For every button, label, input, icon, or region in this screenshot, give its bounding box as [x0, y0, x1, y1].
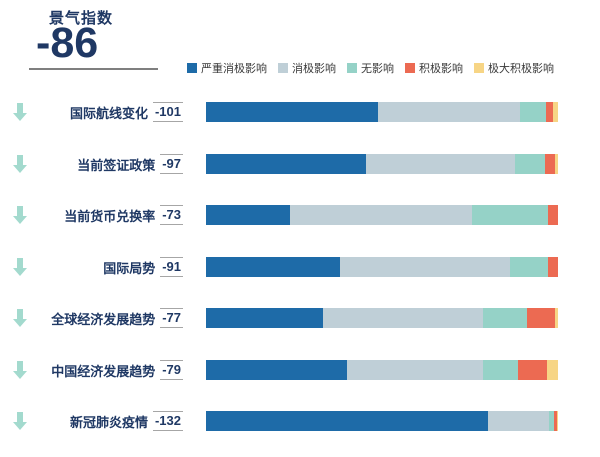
- row-label: 当前货币兑换率: [64, 208, 156, 224]
- bar-segment-2: [519, 102, 547, 122]
- legend-label: 无影响: [361, 63, 394, 75]
- row-label: 全球经济发展趋势: [51, 311, 156, 327]
- bar-segment-1: [366, 154, 516, 174]
- row-score: -132: [152, 411, 183, 431]
- legend-swatch-positive: [405, 63, 415, 73]
- chart-row: 新冠肺炎疫情 -132: [0, 411, 600, 431]
- bar-segment-0: [206, 205, 291, 225]
- stacked-bar: [206, 360, 558, 380]
- header-divider: [29, 68, 158, 70]
- down-arrow-icon: [13, 309, 27, 327]
- stacked-bar: [206, 102, 558, 122]
- row-score: -91: [160, 257, 183, 277]
- bar-segment-3: [546, 102, 554, 122]
- legend-swatch-no-impact: [347, 63, 357, 73]
- legend-item-severe-negative: 严重消极影响: [187, 60, 267, 76]
- legend-item-negative: 消极影响: [278, 60, 336, 76]
- bar-segment-2: [515, 154, 545, 174]
- bar-segment-4: [556, 411, 558, 431]
- bar-segment-1: [340, 257, 511, 277]
- legend-item-very-positive: 极大积极影响: [474, 60, 554, 76]
- chart-row: 国际局势 -91: [0, 257, 600, 277]
- legend-label: 极大积极影响: [488, 63, 554, 75]
- down-arrow-icon: [13, 206, 27, 224]
- legend-label: 积极影响: [419, 63, 463, 75]
- chart-row: 当前货币兑换率 -73: [0, 205, 600, 225]
- bar-segment-1: [487, 411, 550, 431]
- bar-segment-0: [206, 308, 323, 328]
- bar-segment-1: [322, 308, 484, 328]
- bar-segment-0: [206, 154, 367, 174]
- stacked-bar: [206, 308, 558, 328]
- legend-swatch-negative: [278, 63, 288, 73]
- legend: 严重消极影响 消极影响 无影响 积极影响 极大积极影响: [187, 61, 554, 75]
- stacked-bar: [206, 257, 558, 277]
- bar-segment-3: [527, 308, 555, 328]
- chart-row: 当前签证政策 -97: [0, 154, 600, 174]
- bar-segment-1: [290, 205, 473, 225]
- legend-item-no-impact: 无影响: [347, 60, 394, 76]
- headline-score: -86: [36, 19, 99, 67]
- down-arrow-icon: [13, 155, 27, 173]
- page-title: 景气指数: [49, 10, 114, 27]
- bar-segment-0: [206, 102, 379, 122]
- down-arrow-icon: [13, 258, 27, 276]
- down-arrow-icon: [13, 361, 27, 379]
- bar-segment-2: [483, 308, 528, 328]
- row-label: 中国经济发展趋势: [51, 363, 156, 379]
- bar-segment-4: [547, 360, 558, 380]
- chart-row: 中国经济发展趋势 -79: [0, 360, 600, 380]
- legend-label: 消极影响: [292, 63, 336, 75]
- stacked-bar: [206, 411, 558, 431]
- bar-segment-2: [483, 360, 518, 380]
- row-score: -73: [160, 205, 183, 225]
- bar-segment-0: [206, 411, 488, 431]
- bar-segment-3: [548, 257, 558, 277]
- row-label: 国际局势: [103, 260, 156, 276]
- stacked-bar: [206, 205, 558, 225]
- bar-segment-0: [206, 257, 341, 277]
- bar-segment-3: [548, 205, 558, 225]
- bar-segment-1: [378, 102, 520, 122]
- bar-segment-4: [553, 102, 558, 122]
- chart-row: 国际航线变化 -101: [0, 102, 600, 122]
- legend-swatch-severe-negative: [187, 63, 197, 73]
- row-label: 当前签证政策: [77, 157, 156, 173]
- bar-segment-3: [554, 411, 557, 431]
- row-label: 新冠肺炎疫情: [69, 414, 148, 430]
- bar-segment-4: [554, 308, 558, 328]
- bar-segment-4: [554, 154, 558, 174]
- bar-segment-0: [206, 360, 348, 380]
- stacked-bar: [206, 154, 558, 174]
- chart-row: 全球经济发展趋势 -77: [0, 308, 600, 328]
- row-score: -101: [152, 102, 183, 122]
- legend-swatch-very-positive: [474, 63, 484, 73]
- row-score: -77: [160, 308, 183, 328]
- legend-item-positive: 积极影响: [405, 60, 463, 76]
- bar-segment-3: [517, 360, 548, 380]
- bar-segment-2: [510, 257, 549, 277]
- row-label: 国际航线变化: [69, 105, 148, 121]
- bar-segment-2: [472, 205, 549, 225]
- bar-segment-2: [549, 411, 555, 431]
- bar-segment-1: [347, 360, 483, 380]
- down-arrow-icon: [13, 103, 27, 121]
- legend-label: 严重消极影响: [201, 63, 267, 75]
- row-score: -97: [160, 154, 183, 174]
- bar-segment-3: [544, 154, 555, 174]
- down-arrow-icon: [13, 412, 27, 430]
- row-score: -79: [160, 360, 183, 380]
